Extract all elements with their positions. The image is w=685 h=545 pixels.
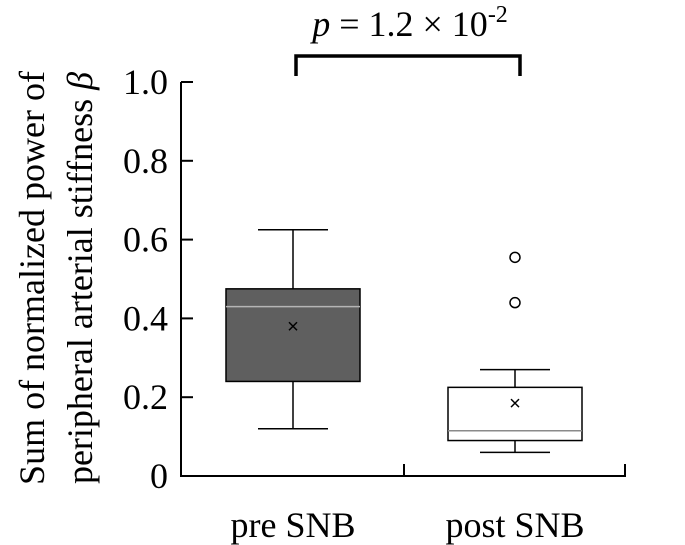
y-tick-label: 0.8 (123, 141, 168, 181)
x-tick-label: post SNB (445, 505, 584, 545)
p-equals: = (330, 4, 368, 44)
outlier-point (509, 251, 521, 264)
y-tick-label: 0.2 (123, 377, 168, 417)
y-ticks: 0 0.2 0.4 0.6 0.8 1.0 (123, 62, 193, 496)
box-series (225, 229, 583, 454)
outlier-point (509, 296, 521, 309)
p-symbol: p (309, 4, 330, 44)
box-group (225, 229, 361, 430)
x-tick-label: pre SNB (231, 505, 356, 545)
mean-marker (510, 398, 520, 408)
beta-symbol: β (60, 72, 100, 91)
y-tick-label: 1.0 (123, 62, 168, 102)
box-iqr (447, 386, 583, 442)
mean-marker (288, 321, 298, 331)
x-labels: pre SNB post SNB (231, 505, 585, 545)
y-axis-label-line2: peripheral arterial stiffness β (60, 72, 100, 484)
significance-bracket (294, 54, 522, 76)
y-tick-label: 0.6 (123, 220, 168, 260)
p-mantissa: 1.2 × 10 (369, 4, 488, 44)
p-exponent: -2 (488, 2, 508, 28)
box-group (447, 251, 583, 454)
y-axis-label-line1: Sum of normalized power of (12, 71, 52, 485)
y-tick-label: 0 (150, 456, 168, 496)
p-value-annotation: p = 1.2 × 10-2 (309, 2, 508, 44)
y-tick-label: 0.4 (123, 298, 168, 338)
box-iqr (225, 288, 361, 383)
y-axis-label-line2-text: peripheral arterial stiffness (60, 90, 100, 484)
